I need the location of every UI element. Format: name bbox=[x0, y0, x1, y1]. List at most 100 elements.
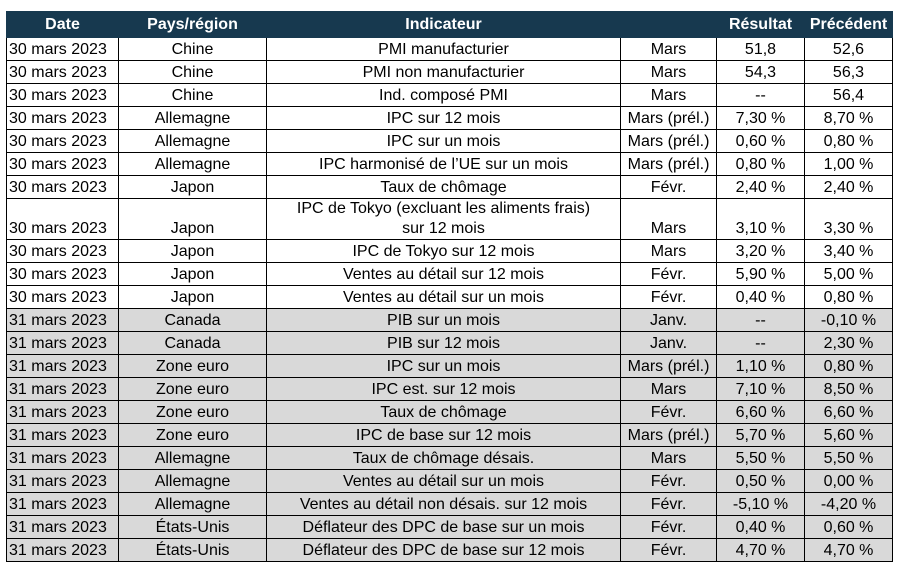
column-header: Pays/région bbox=[118, 11, 267, 38]
table-cell: Mars (prél.) bbox=[620, 106, 717, 130]
table-cell: Janv. bbox=[620, 308, 717, 332]
table-cell: Taux de chômage bbox=[266, 400, 621, 424]
cell-text: 5,60 % bbox=[823, 427, 874, 444]
cell-text: 31 mars 2023 bbox=[9, 335, 107, 352]
cell-text: PIB sur 12 mois bbox=[387, 335, 500, 352]
table-cell: 4,70 % bbox=[716, 538, 805, 562]
cell-text: 8,50 % bbox=[823, 381, 874, 398]
cell-text: Janv. bbox=[649, 312, 688, 329]
table-cell: 0,80 % bbox=[716, 152, 805, 176]
table-cell: 56,4 bbox=[804, 83, 893, 107]
cell-text: Chine bbox=[171, 41, 214, 58]
table-cell: Allemagne bbox=[118, 152, 267, 176]
table-cell: 0,80 % bbox=[804, 129, 893, 153]
table-cell: 30 mars 2023 bbox=[6, 83, 119, 107]
cell-text: 5,70 % bbox=[735, 427, 786, 444]
table-cell: États-Unis bbox=[118, 538, 267, 562]
table-cell: 30 mars 2023 bbox=[6, 198, 119, 240]
cell-text: 0,60 % bbox=[735, 133, 786, 150]
table-cell: Japon bbox=[118, 262, 267, 286]
table-cell: Canada bbox=[118, 331, 267, 355]
table-row: 30 mars 2023 Japon IPC de Tokyo sur 12 moi… bbox=[6, 239, 893, 263]
table-cell: Ventes au détail sur 12 mois bbox=[266, 262, 621, 286]
cell-text: 51,8 bbox=[744, 41, 777, 58]
cell-text: IPC de Tokyo (excluant les aliments frai… bbox=[296, 200, 591, 237]
cell-text: Févr. bbox=[650, 289, 687, 306]
table-cell: Mars bbox=[620, 37, 717, 61]
cell-text: Taux de chômage bbox=[380, 179, 507, 196]
cell-text: Ind. composé PMI bbox=[379, 87, 508, 104]
table-cell: 31 mars 2023 bbox=[6, 515, 119, 539]
cell-text: 56,4 bbox=[832, 87, 865, 104]
table-cell: 0,60 % bbox=[716, 129, 805, 153]
table-cell: Allemagne bbox=[118, 469, 267, 493]
cell-text: -- bbox=[755, 335, 766, 352]
table-cell: Mars bbox=[620, 446, 717, 470]
table-cell: Zone euro bbox=[118, 423, 267, 447]
table-cell: 30 mars 2023 bbox=[6, 262, 119, 286]
table-cell: 30 mars 2023 bbox=[6, 285, 119, 309]
table-cell: 5,50 % bbox=[716, 446, 805, 470]
cell-text: -- bbox=[755, 87, 766, 104]
cell-text: 31 mars 2023 bbox=[9, 450, 107, 467]
data-table: Date Pays/région Indicateur Résultat Pré… bbox=[6, 11, 893, 562]
table-cell: 6,60 % bbox=[716, 400, 805, 424]
table-row: 31 mars 2023 Canada PIB sur un mois Janv. --… bbox=[6, 308, 893, 332]
cell-text: 31 mars 2023 bbox=[9, 496, 107, 513]
table-cell: Déflateur des DPC de base sur un mois bbox=[266, 515, 621, 539]
table-cell: Mars (prél.) bbox=[620, 354, 717, 378]
table-row: 30 mars 2023 Japon Ventes au détail sur 12… bbox=[6, 262, 893, 286]
table-row: 31 mars 2023 Zone euro IPC est. sur 12 moi… bbox=[6, 377, 893, 401]
table-cell: Mars (prél.) bbox=[620, 423, 717, 447]
cell-text: Mars bbox=[650, 41, 687, 58]
cell-text: 30 mars 2023 bbox=[9, 220, 107, 237]
table-cell: 31 mars 2023 bbox=[6, 469, 119, 493]
cell-text: 4,70 % bbox=[735, 542, 786, 559]
header-row: Date Pays/région Indicateur Résultat Pré… bbox=[6, 11, 893, 38]
table-cell: 8,50 % bbox=[804, 377, 893, 401]
cell-text: 0,00 % bbox=[823, 473, 874, 490]
table-cell: -4,20 % bbox=[804, 492, 893, 516]
cell-text: 0,40 % bbox=[735, 519, 786, 536]
cell-text: 30 mars 2023 bbox=[9, 133, 107, 150]
table-cell: 31 mars 2023 bbox=[6, 538, 119, 562]
cell-text: Mars (prél.) bbox=[627, 358, 710, 375]
table-cell: 30 mars 2023 bbox=[6, 152, 119, 176]
cell-text: 30 mars 2023 bbox=[9, 243, 107, 260]
cell-text: États-Unis bbox=[155, 519, 230, 536]
table-cell: Chine bbox=[118, 60, 267, 84]
cell-text: 3,20 % bbox=[735, 243, 786, 260]
table-cell: Zone euro bbox=[118, 354, 267, 378]
table-cell: 51,8 bbox=[716, 37, 805, 61]
table-cell: Allemagne bbox=[118, 106, 267, 130]
cell-text: 5,00 % bbox=[823, 266, 874, 283]
cell-text: 0,50 % bbox=[735, 473, 786, 490]
table-row: 31 mars 2023 Allemagne Ventes au détail no… bbox=[6, 492, 893, 516]
cell-text: 31 mars 2023 bbox=[9, 519, 107, 536]
table-row: 30 mars 2023 Chine PMI non manufacturier Ma… bbox=[6, 60, 893, 84]
table-cell: Chine bbox=[118, 37, 267, 61]
cell-text: Zone euro bbox=[156, 427, 229, 444]
cell-text: 3,10 % bbox=[735, 220, 786, 237]
table-cell: Mars bbox=[620, 83, 717, 107]
cell-text: 2,40 % bbox=[735, 179, 786, 196]
cell-text: Mars bbox=[650, 220, 687, 237]
table-cell: 1,00 % bbox=[804, 152, 893, 176]
table-cell: Zone euro bbox=[118, 400, 267, 424]
cell-text: 30 mars 2023 bbox=[9, 110, 107, 127]
table-cell: Allemagne bbox=[118, 129, 267, 153]
column-header: Résultat bbox=[716, 11, 805, 38]
table-cell: IPC de Tokyo (excluant les aliments frai… bbox=[266, 198, 621, 240]
table-cell: 0,60 % bbox=[804, 515, 893, 539]
table-cell: PMI non manufacturier bbox=[266, 60, 621, 84]
cell-text: 31 mars 2023 bbox=[9, 473, 107, 490]
table-row: 31 mars 2023 Allemagne Ventes au détail su… bbox=[6, 469, 893, 493]
cell-text: Mars bbox=[650, 381, 687, 398]
table-cell: Ventes au détail sur un mois bbox=[266, 285, 621, 309]
column-header: Précédent bbox=[804, 11, 893, 38]
cell-text: Allemagne bbox=[154, 133, 231, 150]
cell-text: 0,80 % bbox=[823, 133, 874, 150]
cell-text: Japon bbox=[170, 289, 215, 306]
cell-text: 31 mars 2023 bbox=[9, 381, 107, 398]
table-cell: Mars bbox=[620, 198, 717, 240]
